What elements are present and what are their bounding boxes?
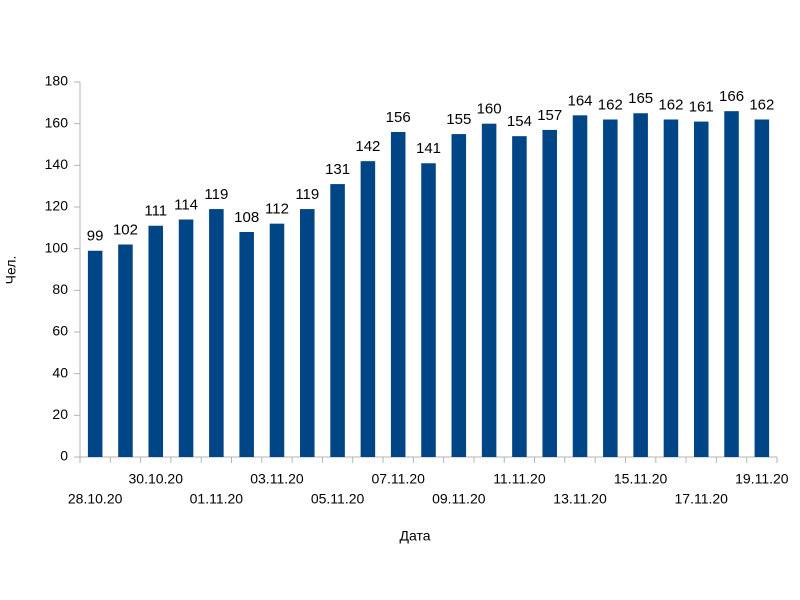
x-tick-label: 11.11.20 (493, 471, 546, 487)
x-tick-label: 28.10.20 (68, 491, 123, 507)
bar (754, 119, 770, 457)
y-tick-label: 120 (45, 198, 69, 214)
bar (209, 209, 224, 457)
y-tick-label: 20 (52, 406, 68, 422)
bar (360, 161, 376, 457)
y-tick-label: 140 (45, 156, 69, 172)
value-label: 131 (325, 161, 350, 178)
value-label: 162 (598, 96, 623, 113)
x-tick-label: 19.11.20 (735, 471, 789, 487)
x-tick-label: 03.11.20 (250, 471, 304, 487)
bar (542, 129, 557, 457)
x-tick-label: 17.11.20 (675, 491, 729, 507)
bar (148, 225, 164, 457)
value-label: 108 (234, 209, 259, 226)
y-tick-label: 0 (60, 448, 68, 464)
bar (693, 121, 709, 457)
bar (178, 219, 194, 457)
x-tick-label: 01.11.20 (190, 491, 244, 507)
value-label: 162 (658, 96, 683, 113)
y-tick-label: 180 (45, 73, 69, 89)
y-tick-label: 40 (52, 364, 68, 380)
value-label: 141 (416, 140, 441, 157)
bar (269, 223, 285, 457)
bar (300, 209, 315, 457)
bar (421, 163, 436, 457)
bar (512, 136, 527, 457)
bar (572, 115, 588, 457)
x-tick-label: 15.11.20 (614, 471, 668, 487)
value-label: 114 (174, 196, 198, 213)
x-tick-label: 09.11.20 (432, 491, 486, 507)
value-label: 154 (507, 113, 532, 130)
value-label: 157 (537, 107, 562, 124)
y-tick-label: 160 (45, 114, 69, 130)
bar (663, 119, 679, 457)
bar (87, 250, 103, 457)
y-axis-label: Чел. (3, 256, 19, 285)
value-label: 162 (749, 96, 774, 113)
value-label: 155 (446, 111, 471, 128)
x-tick-label: 13.11.20 (553, 491, 607, 507)
y-tick-label: 100 (45, 239, 69, 255)
value-label: 142 (355, 138, 380, 155)
value-label: 99 (87, 228, 104, 245)
value-label: 164 (568, 92, 593, 109)
bar (118, 244, 133, 457)
bar (603, 119, 618, 457)
bar (239, 232, 254, 457)
bar (724, 111, 739, 458)
value-label: 119 (295, 186, 319, 203)
y-tick-label: 80 (52, 281, 68, 297)
y-tick-label: 60 (52, 323, 68, 339)
value-label: 161 (689, 99, 714, 116)
bar (633, 113, 648, 457)
x-tick-label: 07.11.20 (371, 471, 425, 487)
value-label: 102 (113, 221, 138, 238)
x-axis-label: Дата (399, 528, 430, 544)
value-label: 156 (386, 109, 411, 126)
bar (390, 132, 406, 457)
x-tick-label: 05.11.20 (311, 491, 365, 507)
value-label: 166 (719, 88, 744, 105)
bar (451, 134, 467, 458)
value-label: 111 (144, 203, 167, 220)
value-label: 165 (628, 90, 653, 107)
value-label: 160 (477, 101, 502, 118)
x-tick-label: 30.10.20 (129, 471, 184, 487)
bar (481, 123, 497, 458)
value-label: 112 (265, 201, 289, 218)
bar (330, 184, 345, 458)
value-label: 119 (204, 186, 228, 203)
